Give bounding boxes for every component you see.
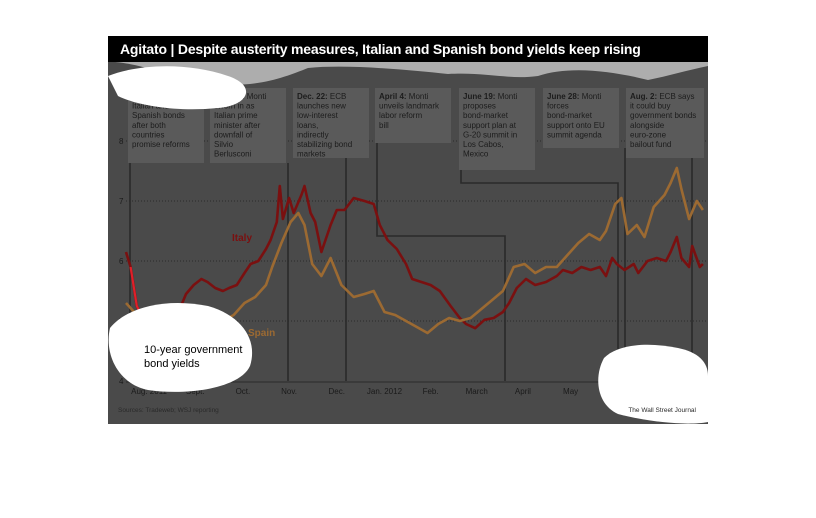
x-tick-label: Feb. — [423, 387, 439, 396]
title-bar: Agitato | Despite austerity measures, It… — [108, 36, 708, 62]
x-tick-label: Dec. — [329, 387, 345, 396]
y-tick-label: 6 — [119, 257, 124, 266]
credit-note: The Wall Street Journal — [628, 407, 696, 414]
series-line-italy — [124, 184, 704, 330]
white-overlay-shape — [108, 66, 247, 110]
annotation-box — [459, 88, 535, 170]
annotation-text: April 4: Monti unveils landmark labor refo… — [379, 92, 440, 130]
annotation-leader — [376, 143, 506, 381]
y-tick-label: 7 — [119, 197, 124, 206]
annotation-leader — [460, 170, 619, 381]
x-tick-label: April — [515, 387, 531, 396]
white-overlay-shape — [598, 344, 708, 424]
x-tick-label: March — [466, 387, 488, 396]
source-note: Sources: Tradeweb; WSJ reporting — [118, 407, 219, 414]
annotation-box — [293, 88, 369, 158]
x-tick-label: Oct. — [236, 387, 251, 396]
white-overlay-shape — [108, 302, 253, 392]
x-tick-label: Aug. 2011 — [131, 387, 167, 396]
annotation-box — [543, 88, 619, 148]
x-tick-label: May — [563, 387, 578, 396]
x-tick-label: Sept. — [186, 387, 205, 396]
x-tick-label: Nov. — [281, 387, 297, 396]
x-tick-label: Jan. 2012 — [367, 387, 403, 396]
white-overlay-shape — [108, 61, 708, 85]
annotation-box — [375, 88, 451, 143]
y-tick-label: 4 — [119, 377, 124, 386]
y-axis-label: 10-year government bond yields — [144, 344, 242, 370]
chart-title: Agitato | Despite austerity measures, It… — [120, 41, 641, 57]
annotation-text: June 19: Monti proposes bond-market support… — [463, 92, 517, 159]
series-line-spain — [125, 166, 704, 335]
annotation-box — [626, 88, 704, 158]
series-label-spain: Spain — [248, 328, 275, 339]
annotation-text: Dec. 22: ECB launches new low-interest loan… — [297, 92, 352, 159]
annotation-text: June 28: Monti forces bond-market support o… — [547, 92, 605, 139]
series-label-italy: Italy — [232, 233, 252, 244]
annotation-text: Aug. 2: ECB says it could buy government b… — [630, 92, 696, 149]
y-tick-label: 8 — [119, 137, 124, 146]
